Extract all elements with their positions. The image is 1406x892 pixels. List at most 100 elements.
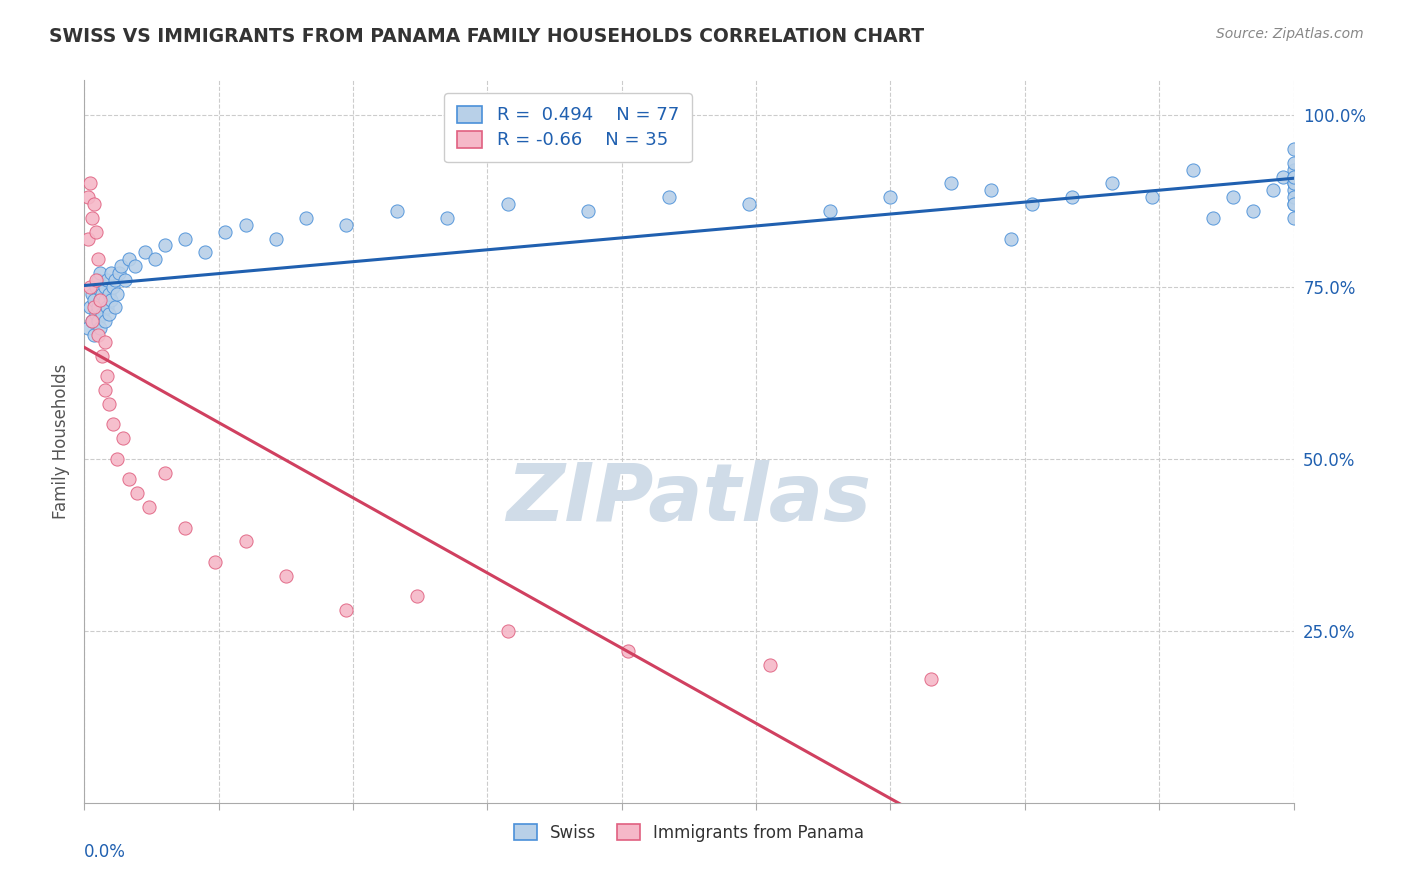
Point — [87, 314, 110, 328]
Point — [104, 273, 127, 287]
Point — [939, 177, 962, 191]
Point — [89, 321, 111, 335]
Point — [1282, 190, 1305, 204]
Point — [86, 225, 108, 239]
Point — [138, 500, 160, 514]
Point — [980, 183, 1002, 197]
Point — [86, 307, 108, 321]
Point — [1282, 177, 1305, 191]
Point — [79, 279, 101, 293]
Point — [174, 520, 197, 534]
Point — [335, 603, 357, 617]
Point — [87, 273, 110, 287]
Point — [77, 190, 100, 204]
Point — [100, 266, 122, 280]
Point — [1202, 211, 1225, 225]
Point — [264, 231, 287, 245]
Point — [1282, 197, 1305, 211]
Point — [93, 314, 115, 328]
Point — [153, 466, 176, 480]
Point — [97, 307, 120, 321]
Point — [91, 349, 114, 363]
Point — [101, 279, 124, 293]
Point — [83, 197, 105, 211]
Point — [89, 266, 111, 280]
Point — [1282, 197, 1305, 211]
Point — [82, 286, 104, 301]
Point — [104, 301, 127, 315]
Text: SWISS VS IMMIGRANTS FROM PANAMA FAMILY HOUSEHOLDS CORRELATION CHART: SWISS VS IMMIGRANTS FROM PANAMA FAMILY H… — [49, 27, 924, 45]
Point — [1222, 190, 1244, 204]
Point — [96, 369, 118, 384]
Point — [100, 293, 122, 308]
Point — [87, 301, 110, 315]
Point — [93, 383, 115, 397]
Point — [1282, 169, 1305, 184]
Point — [87, 252, 110, 267]
Point — [1282, 169, 1305, 184]
Point — [1272, 169, 1295, 184]
Point — [93, 293, 115, 308]
Point — [1060, 190, 1083, 204]
Point — [235, 218, 257, 232]
Point — [1282, 162, 1305, 177]
Point — [576, 204, 599, 219]
Point — [658, 190, 681, 204]
Point — [118, 252, 141, 267]
Point — [738, 197, 761, 211]
Point — [920, 672, 942, 686]
Point — [87, 327, 110, 342]
Point — [1142, 190, 1164, 204]
Point — [97, 286, 120, 301]
Point — [274, 568, 297, 582]
Point — [93, 334, 115, 349]
Point — [436, 211, 458, 225]
Point — [89, 293, 111, 308]
Point — [86, 279, 108, 293]
Point — [114, 273, 136, 287]
Point — [1101, 177, 1123, 191]
Point — [89, 293, 111, 308]
Point — [107, 266, 129, 280]
Point — [406, 590, 429, 604]
Point — [86, 273, 108, 287]
Point — [93, 279, 115, 293]
Text: Source: ZipAtlas.com: Source: ZipAtlas.com — [1216, 27, 1364, 41]
Point — [617, 644, 640, 658]
Point — [1241, 204, 1264, 219]
Point — [82, 314, 104, 328]
Point — [83, 327, 105, 342]
Point — [77, 231, 100, 245]
Point — [496, 624, 519, 638]
Point — [143, 252, 166, 267]
Point — [79, 301, 101, 315]
Point — [111, 431, 134, 445]
Point — [97, 397, 120, 411]
Point — [125, 486, 148, 500]
Point — [204, 555, 226, 569]
Point — [1282, 183, 1305, 197]
Point — [194, 245, 217, 260]
Point — [1282, 142, 1305, 156]
Point — [91, 286, 114, 301]
Point — [153, 238, 176, 252]
Point — [83, 293, 105, 308]
Point — [82, 314, 104, 328]
Point — [105, 286, 128, 301]
Point — [91, 307, 114, 321]
Point — [818, 204, 841, 219]
Point — [1021, 197, 1043, 211]
Text: ZIPatlas: ZIPatlas — [506, 460, 872, 539]
Point — [79, 177, 101, 191]
Point — [174, 231, 197, 245]
Point — [110, 259, 132, 273]
Point — [118, 472, 141, 486]
Point — [1000, 231, 1022, 245]
Point — [758, 658, 780, 673]
Point — [124, 259, 146, 273]
Point — [295, 211, 318, 225]
Point — [1282, 211, 1305, 225]
Legend: Swiss, Immigrants from Panama: Swiss, Immigrants from Panama — [508, 817, 870, 848]
Y-axis label: Family Households: Family Households — [52, 364, 70, 519]
Point — [1263, 183, 1285, 197]
